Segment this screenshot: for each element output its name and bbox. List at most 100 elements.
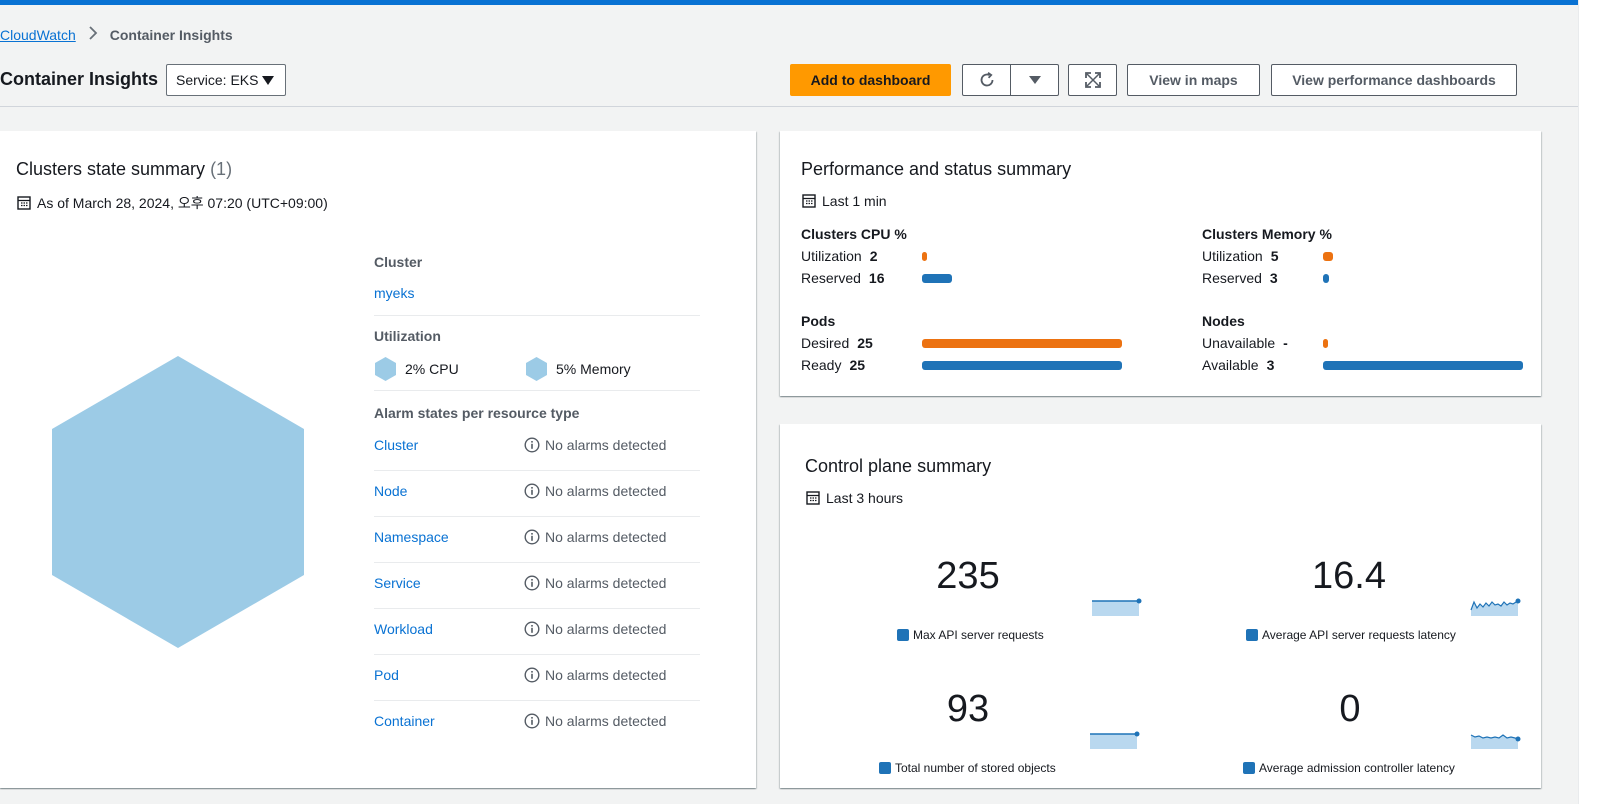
alarm-row-type-link[interactable]: Workload: [374, 621, 433, 637]
fullscreen-button[interactable]: [1068, 64, 1117, 96]
alarm-state-text: No alarms detected: [545, 621, 667, 637]
alarm-row-state: No alarms detected: [524, 437, 666, 453]
pods-desired-bar: [922, 339, 1122, 348]
refresh-icon: [980, 72, 993, 87]
control-plane-period-text: Last 3 hours: [826, 490, 904, 506]
cpu-reserved-label: Reserved: [801, 270, 861, 286]
cpu-utilization-bar: [922, 252, 927, 261]
admission-latency-sparkline: [1470, 734, 1521, 749]
breadcrumb: CloudWatch Container Insights: [0, 26, 233, 43]
alarm-row-state: No alarms detected: [524, 529, 666, 545]
legend-swatch: [1243, 762, 1255, 774]
alarm-row-type-link[interactable]: Container: [374, 713, 435, 729]
divider: [374, 315, 700, 316]
legend-swatch: [879, 762, 891, 774]
alarm-row-state: No alarms detected: [524, 483, 666, 499]
nodes-available-value: 3: [1266, 357, 1275, 373]
hexagon-icon: [526, 357, 547, 381]
utilization-label: Utilization: [374, 328, 441, 344]
cluster-hexagon-icon[interactable]: [52, 356, 304, 648]
fullscreen-icon: [1084, 72, 1101, 88]
clusters-count: (1): [210, 159, 233, 179]
alarm-state-text: No alarms detected: [545, 667, 667, 683]
memory-utilization-text: 5% Memory: [556, 361, 631, 377]
memory-utilization: 5% Memory: [526, 357, 631, 381]
alarm-row-type-link[interactable]: Pod: [374, 667, 399, 683]
legend-swatch: [1246, 629, 1258, 641]
divider: [374, 654, 700, 655]
cpu-reserved-metric: Reserved 16: [801, 270, 885, 286]
chevron-right-icon: [88, 26, 98, 43]
alarm-row-state: No alarms detected: [524, 667, 666, 683]
page-header: CloudWatch Container Insights Container …: [0, 5, 1578, 107]
alarm-state-text: No alarms detected: [545, 575, 667, 591]
calendar-icon: [806, 491, 820, 505]
clusters-memory-title: Clusters Memory %: [1202, 226, 1332, 242]
view-in-maps-button[interactable]: View in maps: [1127, 64, 1260, 96]
clusters-as-of: As of March 28, 2024, 오후 07:20 (UTC+09:0…: [17, 193, 328, 213]
nodes-available-bar: [1323, 361, 1523, 370]
nodes-unavailable-label: Unavailable: [1202, 335, 1276, 351]
pods-desired-metric: Desired 25: [801, 335, 873, 351]
control-plane-period: Last 3 hours: [806, 490, 903, 506]
nodes-available-metric: Available 3: [1202, 357, 1274, 373]
page-title: Container Insights: [0, 69, 159, 89]
nodes-unavailable-bar: [1323, 339, 1328, 348]
alarm-row-state: No alarms detected: [524, 621, 666, 637]
alarm-row-type-link[interactable]: Service: [374, 575, 421, 591]
avg-api-latency-value: 16.4: [1312, 555, 1386, 597]
nodes-available-label: Available: [1202, 357, 1259, 373]
stored-objects-legend: Total number of stored objects: [879, 761, 1056, 775]
alarm-row-type-link[interactable]: Namespace: [374, 529, 449, 545]
nodes-title: Nodes: [1202, 313, 1245, 329]
divider: [374, 390, 700, 391]
stored-objects-value: 93: [946, 688, 990, 730]
top-accent-bar: [0, 0, 1578, 5]
max-api-requests-sparkline: [1092, 598, 1142, 616]
max-api-requests-value: 235: [936, 555, 1000, 597]
alarm-row-type-link[interactable]: Cluster: [374, 437, 419, 453]
cluster-label: Cluster: [374, 254, 423, 270]
admission-latency-legend: Average admission controller latency: [1243, 761, 1455, 775]
performance-status-summary-panel: Performance and status summary Last 1 mi…: [780, 131, 1541, 396]
avg-api-latency-legend: Average API server requests latency: [1246, 628, 1456, 642]
info-icon: [524, 483, 540, 499]
clusters-panel-title: Clusters state summary (1): [16, 159, 232, 180]
alarm-state-text: No alarms detected: [545, 483, 667, 499]
calendar-icon: [17, 196, 31, 210]
refresh-button[interactable]: [962, 64, 1011, 96]
add-to-dashboard-button[interactable]: Add to dashboard: [790, 64, 951, 96]
avg-api-latency-label: Average API server requests latency: [1262, 628, 1456, 642]
info-icon: [524, 529, 540, 545]
info-icon: [524, 575, 540, 591]
control-plane-summary-panel: Control plane summary Last 3 hours 235 M…: [780, 424, 1541, 788]
clusters-state-summary-panel: Clusters state summary (1) As of March 2…: [0, 131, 756, 788]
hexagon-icon: [375, 357, 396, 381]
info-icon: [524, 621, 540, 637]
caret-down-icon: [262, 76, 274, 85]
clusters-cpu-title: Clusters CPU %: [801, 226, 907, 242]
view-performance-dashboards-button[interactable]: View performance dashboards: [1271, 64, 1517, 96]
service-select[interactable]: Service: EKS: [166, 64, 286, 96]
cpu-utilization-metric: Utilization 2: [801, 248, 878, 264]
cluster-name-link[interactable]: myeks: [374, 285, 415, 301]
page-scrollbar[interactable]: [1578, 0, 1597, 804]
pods-desired-value: 25: [857, 335, 873, 351]
memory-utilization-value: 5: [1270, 248, 1279, 264]
alarm-row-type-link[interactable]: Node: [374, 483, 408, 499]
memory-reserved-label: Reserved: [1202, 270, 1262, 286]
divider: [374, 516, 700, 517]
memory-reserved-bar: [1323, 274, 1329, 283]
max-api-requests-legend: Max API server requests: [897, 628, 1044, 642]
pods-ready-value: 25: [849, 357, 866, 373]
admission-latency-label: Average admission controller latency: [1259, 761, 1455, 775]
max-api-requests-label: Max API server requests: [913, 628, 1044, 642]
alarm-states-label: Alarm states per resource type: [374, 405, 580, 421]
cpu-utilization-value: 2: [869, 248, 878, 264]
memory-reserved-value: 3: [1269, 270, 1278, 286]
cpu-reserved-bar: [922, 274, 952, 283]
cpu-utilization-text: 2% CPU: [405, 361, 459, 377]
refresh-options-dropdown[interactable]: [1010, 64, 1059, 96]
performance-period: Last 1 min: [802, 193, 887, 209]
breadcrumb-cloudwatch-link[interactable]: CloudWatch: [0, 26, 76, 43]
